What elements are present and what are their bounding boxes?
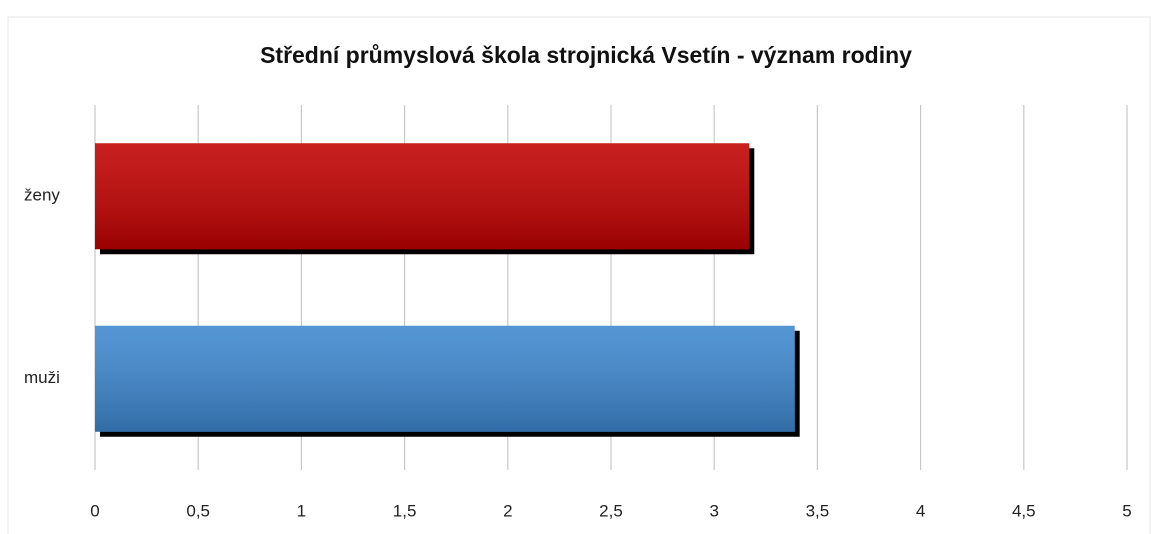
x-tick-label: 5 <box>1122 501 1131 520</box>
x-tick-label: 1 <box>297 501 306 520</box>
x-tick-label: 0 <box>90 501 99 520</box>
x-tick-label: 3 <box>709 501 718 520</box>
x-tick-label: 0,5 <box>186 501 210 520</box>
chart-title: Střední průmyslová škola strojnická Vset… <box>260 42 912 68</box>
x-tick-label: 1,5 <box>393 501 417 520</box>
bar-shade <box>95 143 750 250</box>
y-tick-label: muži <box>24 368 60 387</box>
chart-border <box>7 16 1151 534</box>
x-tick-label: 3,5 <box>806 501 830 520</box>
x-tick-label: 2,5 <box>599 501 623 520</box>
y-tick-label: ženy <box>24 186 60 205</box>
bar-shade <box>95 325 795 432</box>
x-tick-label: 2 <box>503 501 512 520</box>
x-tick-label: 4 <box>916 501 925 520</box>
x-tick-label: 4,5 <box>1012 501 1036 520</box>
